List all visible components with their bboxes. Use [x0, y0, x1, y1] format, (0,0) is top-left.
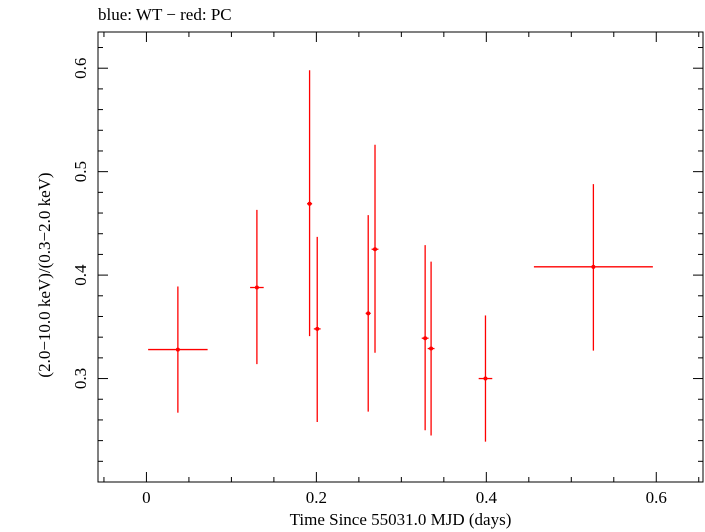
data-point [423, 336, 428, 341]
plot-frame [97, 31, 704, 483]
x-axis-label: Time Since 55031.0 MJD (days) [289, 510, 512, 529]
x-tick-label: 0.6 [646, 488, 667, 507]
data-point [483, 376, 488, 381]
data-point [307, 201, 312, 206]
y-tick-label: 0.5 [71, 161, 90, 182]
x-tick-label: 0.2 [306, 488, 327, 507]
data-point [429, 346, 434, 351]
data-point [366, 311, 371, 316]
data-point [373, 247, 378, 252]
y-tick-label: 0.4 [71, 264, 90, 286]
data-point [315, 326, 320, 331]
x-tick-label: 0.4 [476, 488, 498, 507]
data-point [591, 264, 596, 269]
y-tick-label: 0.3 [71, 368, 90, 389]
y-axis-label: (2.0−10.0 keV)/(0.3−2.0 keV) [35, 172, 54, 378]
data-point [254, 285, 259, 290]
x-tick-label: 0 [142, 488, 151, 507]
y-tick-label: 0.6 [71, 58, 90, 79]
data-point [175, 347, 180, 352]
chart-title: blue: WT − red: PC [98, 5, 232, 24]
